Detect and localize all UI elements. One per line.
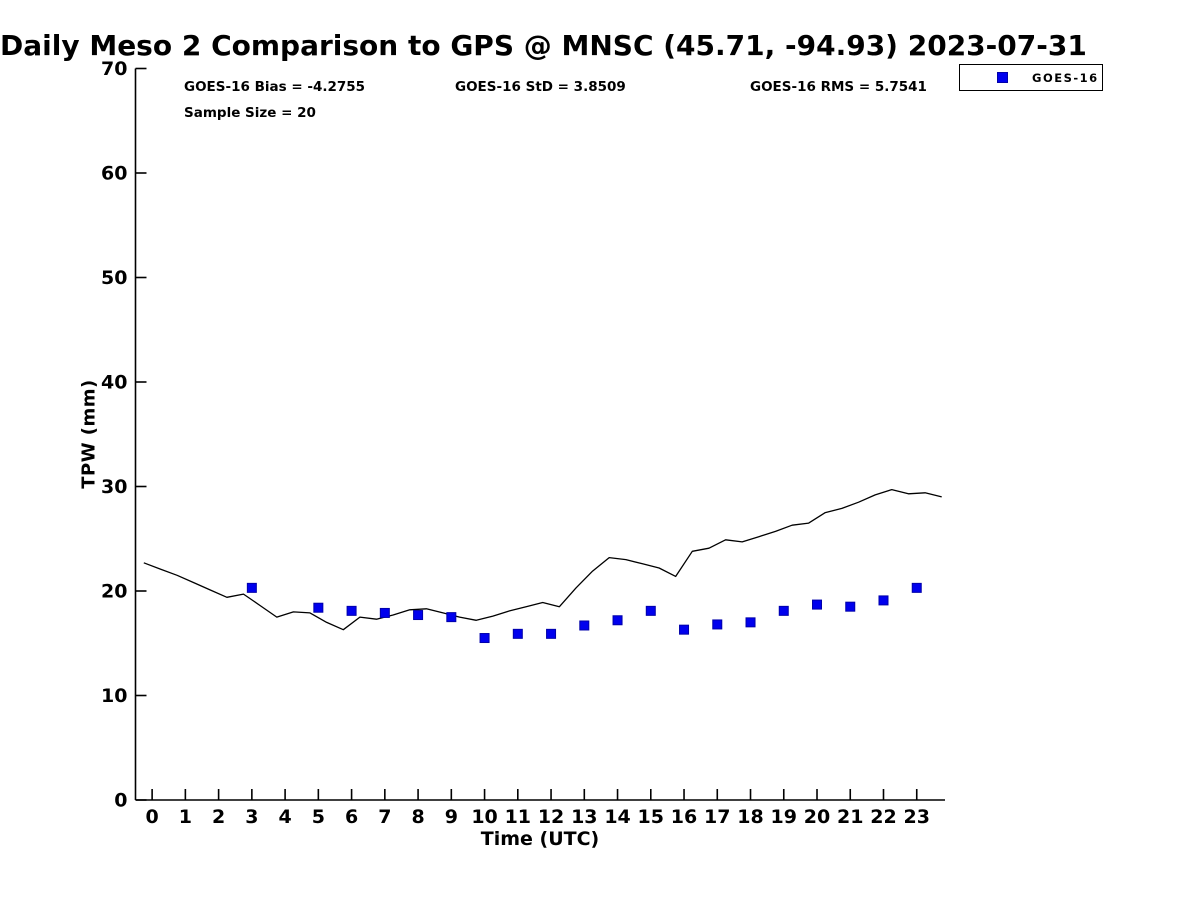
y-tick-label: 20 (101, 581, 127, 603)
legend-square-marker-icon (997, 72, 1008, 83)
x-tick-label: 8 (411, 806, 424, 828)
legend: GOES-16 (959, 64, 1103, 91)
goes16-marker (911, 582, 922, 593)
x-tick-label: 2 (212, 806, 225, 828)
x-tick-label: 23 (904, 806, 930, 828)
x-tick-label: 22 (870, 806, 896, 828)
x-tick-label: 21 (837, 806, 863, 828)
goes16-marker (579, 620, 590, 631)
goes16-marker (612, 615, 623, 626)
y-tick-label: 40 (101, 372, 127, 394)
goes16-marker (512, 628, 523, 639)
goes16-marker (679, 624, 690, 635)
x-tick-label: 1 (179, 806, 192, 828)
y-axis-label: TPW (mm) (78, 379, 100, 489)
legend-label: GOES-16 (1032, 70, 1099, 85)
x-tick-label: 3 (245, 806, 258, 828)
goes16-marker (845, 601, 856, 612)
x-tick-label: 19 (771, 806, 797, 828)
y-tick-label: 30 (101, 476, 127, 498)
x-tick-label: 20 (804, 806, 830, 828)
goes16-marker (379, 607, 390, 618)
goes16-marker (313, 602, 324, 613)
goes16-marker (712, 619, 723, 630)
x-tick-label: 0 (146, 806, 159, 828)
goes16-marker (812, 599, 823, 610)
goes16-marker (745, 617, 756, 628)
x-tick-label: 12 (538, 806, 564, 828)
y-tick-label: 70 (101, 58, 127, 80)
y-tick-label: 50 (101, 267, 127, 289)
gps-line (143, 488, 942, 631)
x-tick-label: 10 (471, 806, 497, 828)
x-tick-label: 16 (671, 806, 697, 828)
chart-title: Daily Meso 2 Comparison to GPS @ MNSC (4… (0, 29, 1087, 62)
goes16-marker (778, 605, 789, 616)
goes16-marker (878, 595, 889, 606)
goes16-marker (645, 605, 656, 616)
x-tick-label: 5 (312, 806, 325, 828)
stat-sample-size: Sample Size = 20 (184, 105, 316, 121)
x-tick-label: 7 (378, 806, 391, 828)
y-tick-label: 0 (114, 790, 127, 812)
goes16-marker (246, 582, 257, 593)
x-axis-label: Time (UTC) (480, 828, 600, 850)
x-tick-label: 18 (737, 806, 763, 828)
goes16-marker (346, 605, 357, 616)
goes16-marker (546, 628, 557, 639)
stat-rms: GOES-16 RMS = 5.7541 (750, 79, 927, 95)
goes16-marker (446, 612, 457, 623)
x-tick-label: 13 (571, 806, 597, 828)
goes16-marker (479, 633, 490, 644)
x-tick-label: 14 (604, 806, 630, 828)
x-tick-label: 17 (704, 806, 730, 828)
stat-bias: GOES-16 Bias = -4.2755 (184, 79, 366, 95)
x-tick-label: 11 (505, 806, 531, 828)
y-tick-label: 60 (101, 163, 127, 185)
x-tick-label: 6 (345, 806, 358, 828)
x-tick-label: 4 (278, 806, 291, 828)
stat-std: GOES-16 StD = 3.8509 (455, 79, 626, 95)
x-tick-label: 9 (445, 806, 458, 828)
x-tick-label: 15 (638, 806, 664, 828)
goes16-marker (413, 610, 424, 621)
y-tick-label: 10 (101, 685, 127, 707)
